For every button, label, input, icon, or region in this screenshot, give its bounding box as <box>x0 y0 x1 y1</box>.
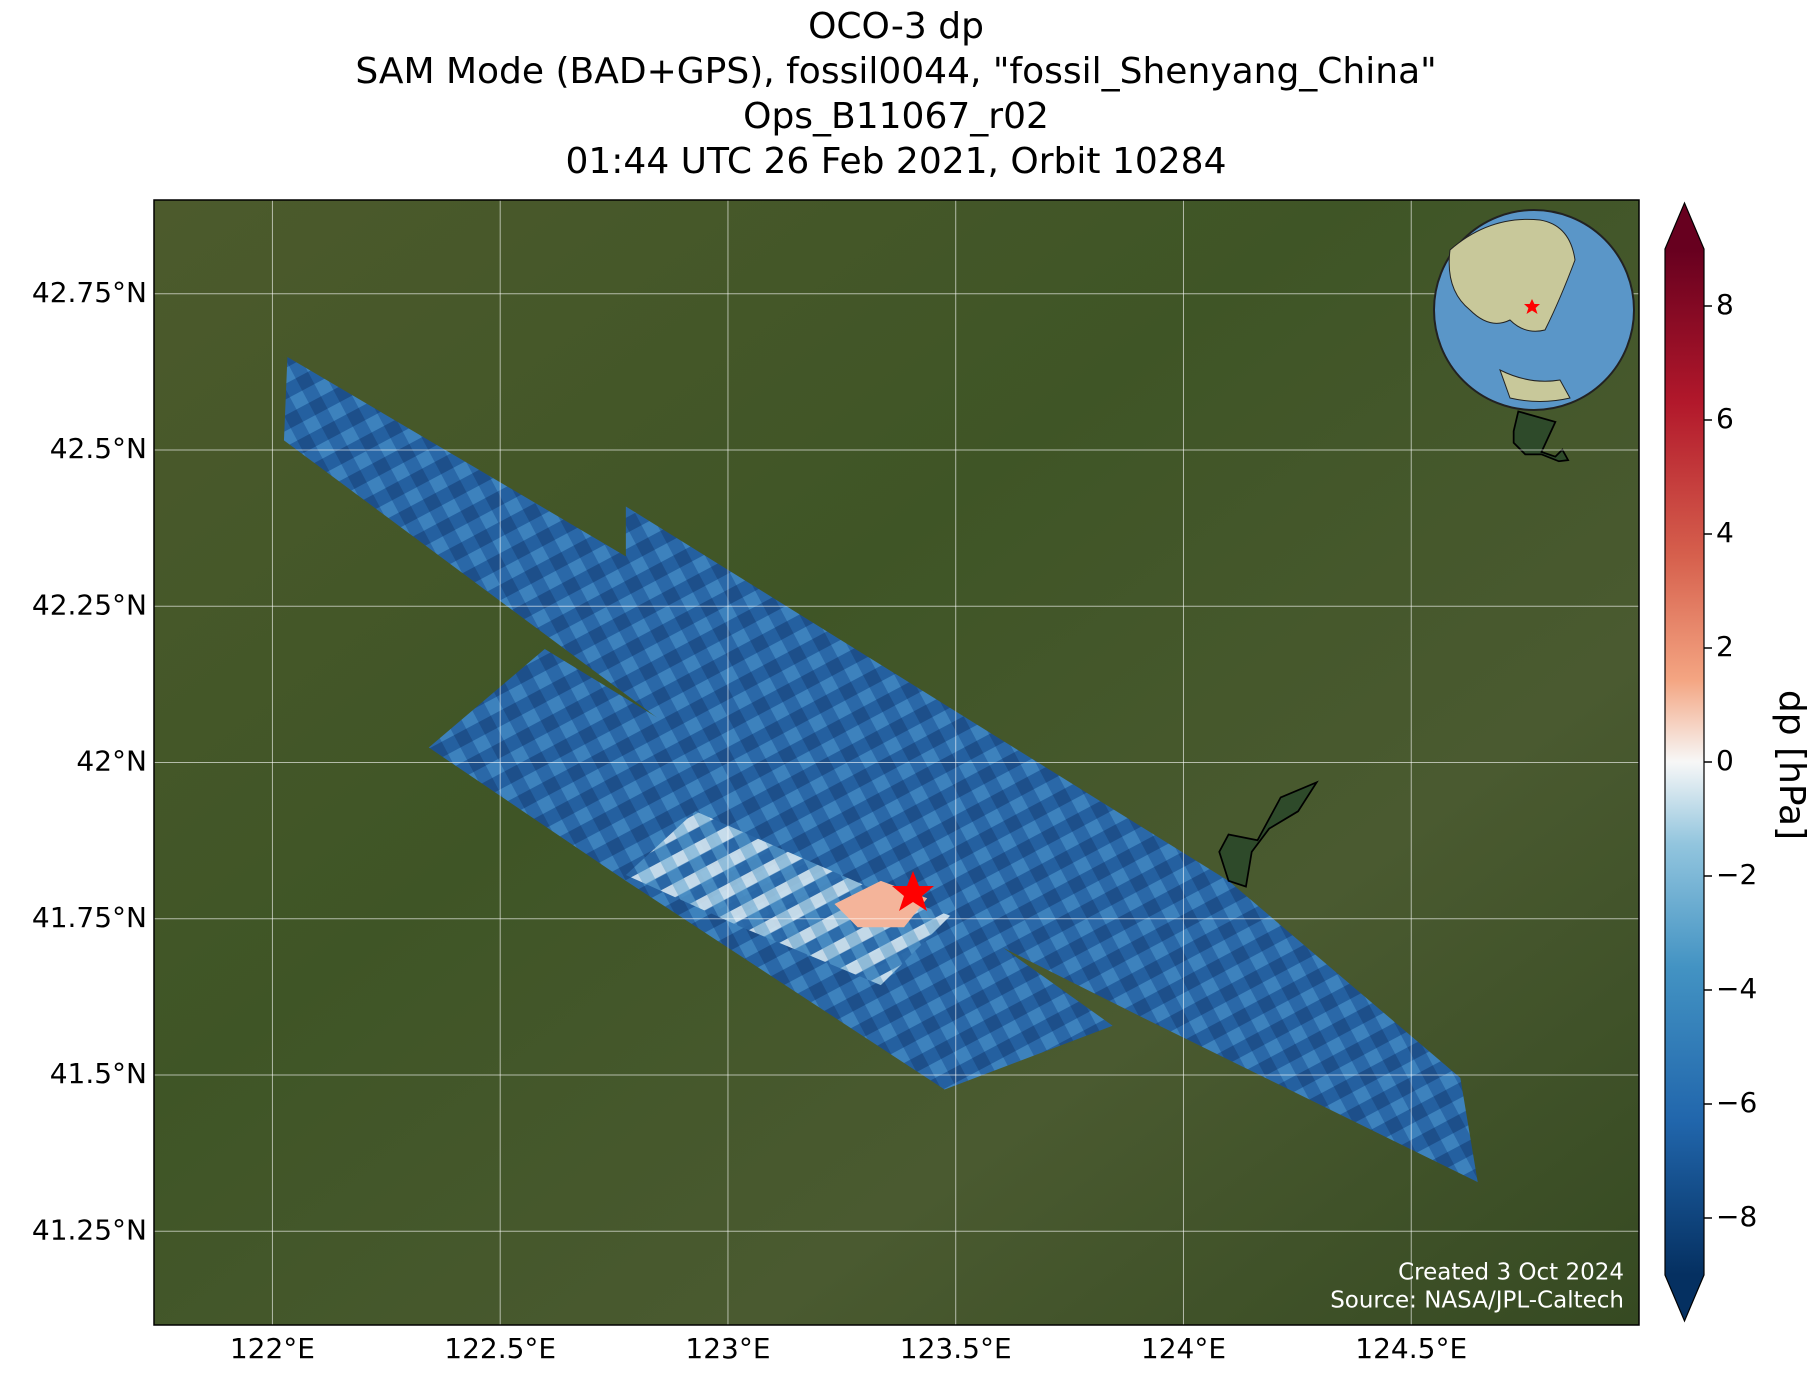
colorbar-tick-label: −2 <box>1716 858 1757 891</box>
y-tick-label: 42°N <box>76 745 147 778</box>
y-tick-label: 42.5°N <box>50 432 147 465</box>
colorbar-tick-label: −4 <box>1716 972 1757 1005</box>
colorbar-frame <box>1664 201 1705 1323</box>
colorbar-tick-label: −8 <box>1716 1200 1757 1233</box>
x-tick-label: 124°E <box>1141 1332 1226 1365</box>
swath <box>625 811 951 986</box>
colorbar-body <box>1665 249 1704 1275</box>
y-tick-label: 42.25°N <box>32 588 147 621</box>
swaths <box>283 356 1570 1183</box>
y-tick-label: 41.5°N <box>50 1057 147 1090</box>
colorbar: −8 −6 −4 −2 0 2 4 6 8 <box>1664 201 1757 1323</box>
colorbar-extend <box>1665 1275 1704 1321</box>
swath <box>283 356 1478 1183</box>
chart-title: 01:44 UTC 26 Feb 2021, Orbit 10284 <box>565 141 1226 182</box>
lake <box>1218 780 1319 888</box>
chart-title: OCO-3 dp <box>808 6 984 47</box>
target-star <box>892 871 934 911</box>
map-frame <box>153 199 1640 1326</box>
globe-star <box>1524 299 1540 314</box>
credit: Source: NASA/JPL-Caltech <box>1330 1288 1624 1314</box>
globe-inset <box>1433 209 1635 411</box>
chart-title: SAM Mode (BAD+GPS), fossil0044, "fossil_… <box>355 51 1436 92</box>
y-tick-label: 41.75°N <box>32 901 147 934</box>
lake <box>1512 410 1570 463</box>
continent <box>1448 218 1576 332</box>
grid <box>154 200 1639 1325</box>
y-tick-label: 42.75°N <box>32 276 147 309</box>
colorbar-tick-label: −6 <box>1716 1086 1757 1119</box>
map-area: Created 3 Oct 2024 Source: NASA/JPL-Calt… <box>154 200 1639 1325</box>
colorbar-extend <box>1665 203 1704 249</box>
y-tick-label: 41.25°N <box>32 1213 147 1246</box>
colorbar-tick-label: 6 <box>1716 402 1734 435</box>
colorbar-tick-label: 8 <box>1716 288 1734 321</box>
chart-title: Ops_B11067_r02 <box>743 96 1049 137</box>
continent <box>1499 368 1571 402</box>
x-tick-label: 123.5°E <box>900 1332 1012 1365</box>
x-tick-label: 123°E <box>685 1332 770 1365</box>
colorbar-tick-label: 4 <box>1716 516 1734 549</box>
colorbar-tick-label: 2 <box>1716 630 1734 663</box>
x-tick-label: 124.5°E <box>1355 1332 1467 1365</box>
x-tick-label: 122°E <box>230 1332 315 1365</box>
credit: Created 3 Oct 2024 <box>1398 1260 1624 1286</box>
colorbar-tick-label: 0 <box>1716 744 1734 777</box>
colorbar-label: dp [hPa] <box>1771 690 1812 840</box>
x-tick-label: 122.5°E <box>444 1332 556 1365</box>
